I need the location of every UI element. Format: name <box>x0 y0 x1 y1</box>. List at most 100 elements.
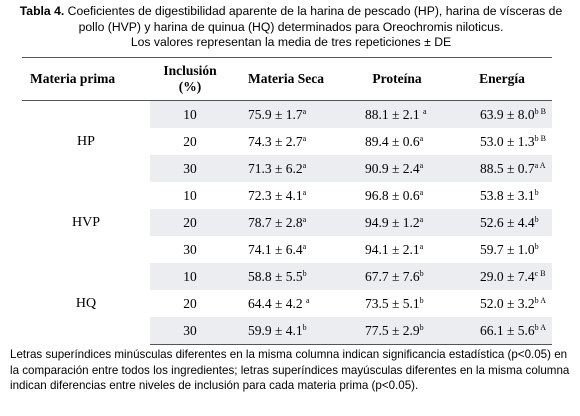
materia-seca-cell: 72.3 ± 4.1a <box>230 182 342 209</box>
proteina-cell: 73.5 ± 5.1b <box>342 290 452 317</box>
energia-superscript: a A <box>534 160 546 170</box>
inclusion-cell: 20 <box>183 295 197 311</box>
proteina-value: 67.7 ± 7.6 <box>365 268 420 284</box>
energia-superscript: b <box>534 241 539 251</box>
energia-superscript: b <box>534 187 539 197</box>
materia-seca-cell: 74.1 ± 6.4a <box>230 236 342 263</box>
energia-cell: 88.5 ± 0.7a A <box>452 155 552 182</box>
materia-seca-superscript: a <box>306 295 310 305</box>
materia-prima-cell: HVP <box>22 182 150 263</box>
materia-seca-cell: 64.4 ± 4.2 a <box>230 290 342 317</box>
materia-prima-cell: HP <box>22 100 150 182</box>
materia-seca-cell: 59.9 ± 4.1b <box>230 317 342 345</box>
energia-value: 63.9 ± 8.0 <box>480 106 535 122</box>
header-inclusion: Inclusión (%) <box>150 57 230 101</box>
inclusion-cell: 30 <box>150 155 230 182</box>
table-row: HVP 10 72.3 ± 4.1a 96.8 ± 0.6a 53.8 ± 3.1b <box>22 182 552 263</box>
table-row: 30 71.3 ± 6.2a 90.9 ± 2.4a 88.5 ± 0.7a A <box>22 155 552 182</box>
energia-cell: 66.1 ± 5.6b A <box>452 317 552 345</box>
proteina-value: 90.9 ± 2.4 <box>365 160 420 176</box>
materia-seca-superscript: a <box>302 214 307 224</box>
caption-label: Tabla 4. <box>19 4 65 18</box>
materia-seca-cell: 74.3 ± 2.7a <box>230 128 342 155</box>
materia-seca-superscript: b <box>302 268 307 278</box>
header-materia-prima: Materia prima <box>22 57 150 101</box>
proteina-value: 88.1 ± 2.1 <box>365 106 424 122</box>
energia-superscript: b A <box>534 322 547 332</box>
header-inclusion-label: Inclusión <box>163 63 217 78</box>
header-row: Materia prima Inclusión (%) Materia Seca… <box>22 57 552 101</box>
materia-seca-cell: 71.3 ± 6.2a <box>230 155 342 182</box>
proteina-cell: 94.9 ± 1.2a <box>342 209 452 236</box>
energia-cell: 59.7 ± 1.0b <box>452 236 552 263</box>
proteina-value: 73.5 ± 5.1 <box>365 295 420 311</box>
header-materia-seca: Materia Seca <box>230 57 342 101</box>
energia-superscript: b B <box>534 133 547 143</box>
proteina-superscript: a <box>419 187 424 197</box>
materia-seca-value: 64.4 ± 4.2 <box>248 295 307 311</box>
materia-seca-superscript: a <box>302 187 307 197</box>
materia-seca-superscript: a <box>302 160 307 170</box>
header-inclusion-unit: (%) <box>178 79 202 94</box>
proteina-cell: 89.4 ± 0.6a <box>342 128 452 155</box>
proteina-superscript: a <box>419 133 424 143</box>
proteina-cell: 90.9 ± 2.4a <box>342 155 452 182</box>
caption-subtext: Los valores representan la media de tres… <box>130 35 452 49</box>
energia-value: 53.0 ± 1.3 <box>480 133 535 149</box>
materia-seca-value: 75.9 ± 1.7 <box>248 106 303 122</box>
proteina-cell: 67.7 ± 7.6b <box>342 263 452 290</box>
energia-cell: 53.0 ± 1.3b B <box>452 128 552 155</box>
energia-value: 59.7 ± 1.0 <box>480 241 535 257</box>
inclusion-cell: 10 <box>183 187 197 203</box>
energia-cell: 29.0 ± 7.4c B <box>452 263 552 290</box>
inclusion-cell: 10 <box>150 263 230 290</box>
energia-value: 52.6 ± 4.4 <box>480 214 535 230</box>
energia-superscript: c B <box>534 268 546 278</box>
materia-seca-cell: 75.9 ± 1.7a <box>230 100 342 128</box>
inclusion-cell: 20 <box>150 209 230 236</box>
proteina-superscript: a <box>423 106 427 116</box>
proteina-cell: 88.1 ± 2.1 a <box>342 100 452 128</box>
materia-seca-value: 72.3 ± 4.1 <box>248 187 303 203</box>
energia-superscript: b A <box>534 295 547 305</box>
energia-value: 53.8 ± 3.1 <box>480 187 535 203</box>
header-energia: Energía <box>452 57 552 101</box>
energia-superscript: b B <box>534 106 547 116</box>
proteina-superscript: b <box>419 295 424 305</box>
table-row: 30 74.1 ± 6.4a 94.1 ± 2.1a 59.7 ± 1.0b <box>22 236 552 263</box>
inclusion-cell: 30 <box>183 241 197 257</box>
energia-cell: 52.0 ± 3.2b A <box>452 290 552 317</box>
proteina-value: 94.9 ± 1.2 <box>365 214 420 230</box>
table-row: 20 64.4 ± 4.2 a 73.5 ± 5.1b 52.0 ± 3.2b A <box>22 290 552 317</box>
proteina-value: 96.8 ± 0.6 <box>365 187 420 203</box>
energia-value: 88.5 ± 0.7 <box>480 160 535 176</box>
proteina-cell: 77.5 ± 2.9b <box>342 317 452 345</box>
energia-cell: 52.6 ± 4.4b <box>452 209 552 236</box>
inclusion-cell: 20 <box>183 133 197 149</box>
caption-text: Coeficientes de digestibilidad aparente … <box>67 4 563 34</box>
materia-seca-value: 78.7 ± 2.8 <box>248 214 303 230</box>
header-proteina: Proteína <box>342 57 452 101</box>
table-caption: Tabla 4. Coeficientes de digestibilidad … <box>10 4 572 51</box>
table-body: HP 10 75.9 ± 1.7a 88.1 ± 2.1 a 63.9 ± 8.0b B… <box>22 100 552 345</box>
table-row: HP 10 75.9 ± 1.7a 88.1 ± 2.1 a 63.9 ± 8.0b B <box>22 100 552 182</box>
table-row: 20 74.3 ± 2.7a 89.4 ± 0.6a 53.0 ± 1.3b B <box>22 128 552 155</box>
table-footnote: Letras superíndices minúsculas diferente… <box>10 348 570 392</box>
table-row: HQ 10 58.8 ± 5.5b 67.7 ± 7.6b 29.0 ± 7.4c B <box>22 263 552 345</box>
materia-seca-value: 58.8 ± 5.5 <box>248 268 303 284</box>
proteina-superscript: b <box>419 322 424 332</box>
proteina-superscript: b <box>419 268 424 278</box>
inclusion-cell: 30 <box>150 317 230 345</box>
inclusion-cell: 10 <box>150 100 230 128</box>
materia-seca-value: 59.9 ± 4.1 <box>248 322 303 338</box>
table-row: 30 59.9 ± 4.1b 77.5 ± 2.9b 66.1 ± 5.6b A <box>22 317 552 345</box>
proteina-cell: 96.8 ± 0.6a <box>342 182 452 209</box>
energia-value: 66.1 ± 5.6 <box>480 322 535 338</box>
proteina-cell: 94.1 ± 2.1a <box>342 236 452 263</box>
energia-value: 29.0 ± 7.4 <box>480 268 535 284</box>
energia-value: 52.0 ± 3.2 <box>480 295 535 311</box>
materia-prima-cell: HQ <box>22 263 150 345</box>
proteina-value: 77.5 ± 2.9 <box>365 322 420 338</box>
materia-seca-superscript: a <box>302 133 307 143</box>
proteina-superscript: a <box>419 214 424 224</box>
